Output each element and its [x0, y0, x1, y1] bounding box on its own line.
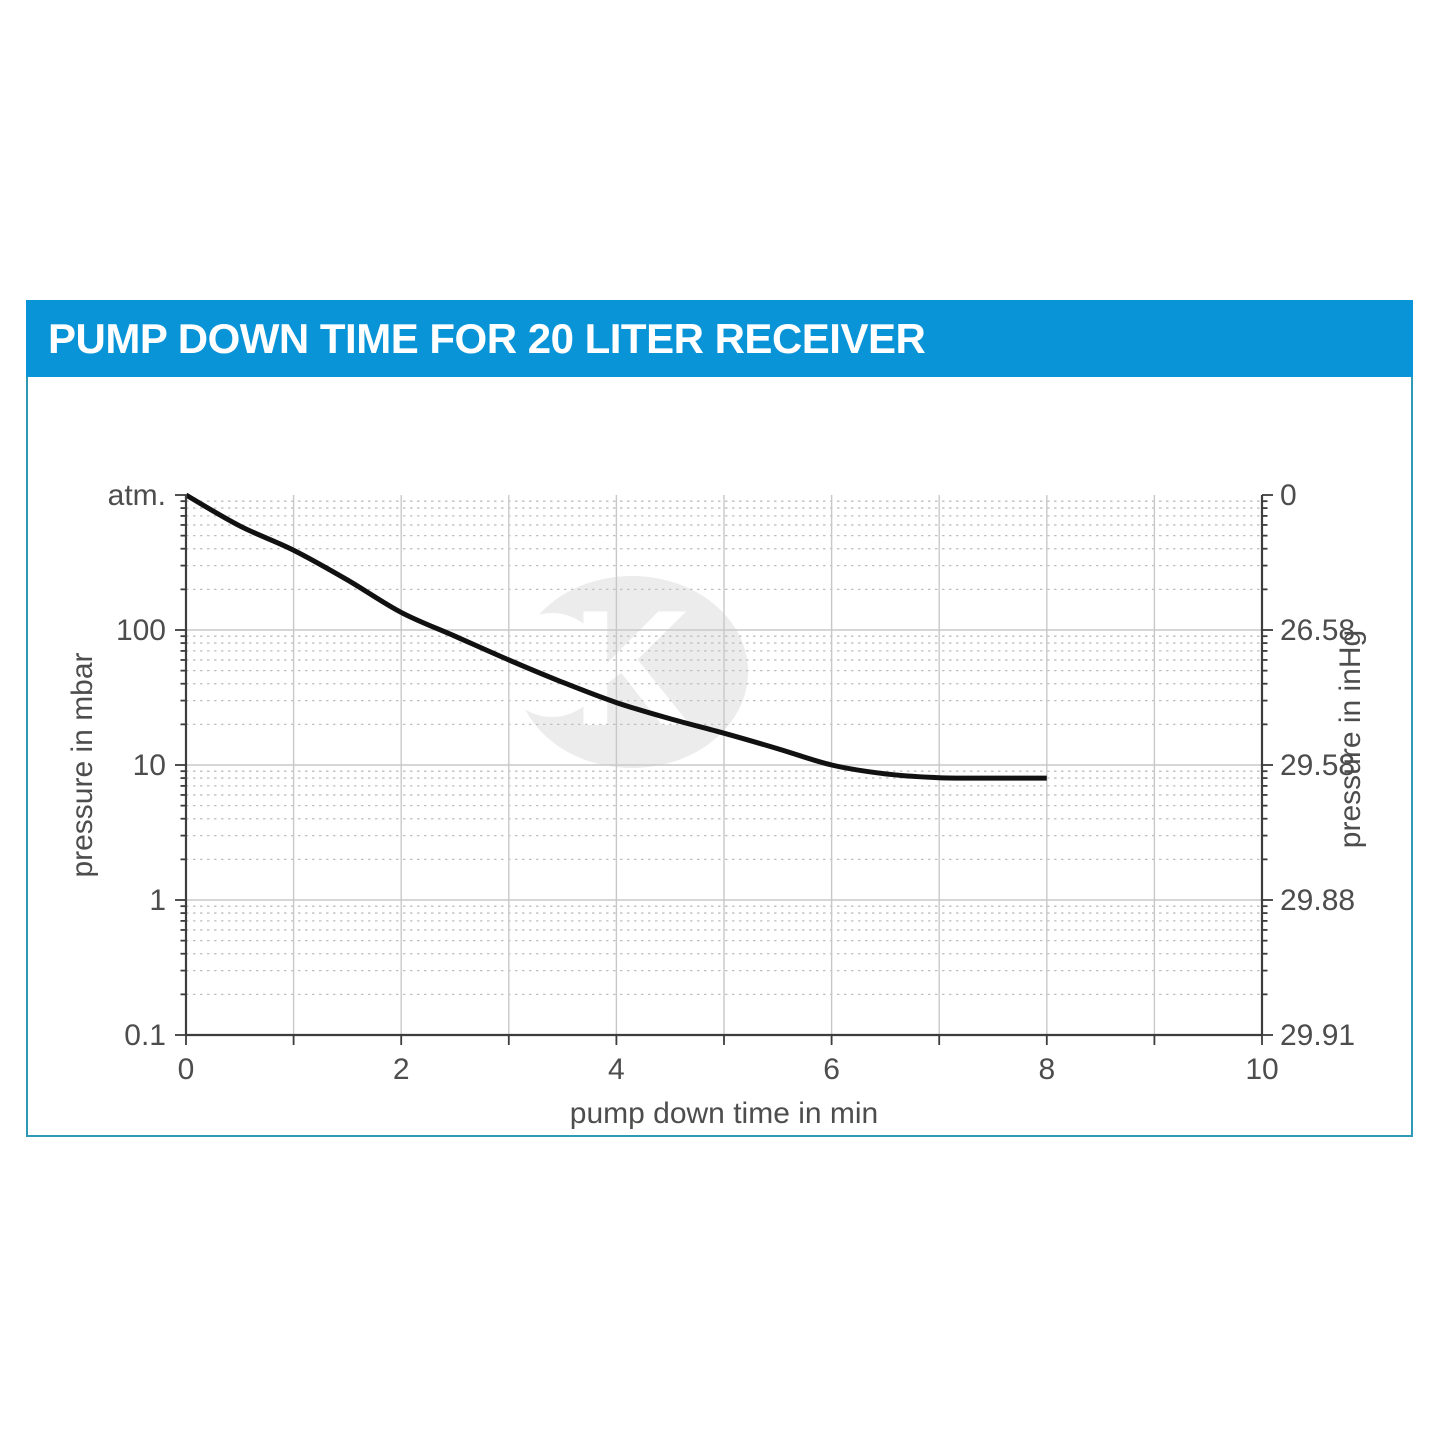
- tick-labels: atm. 0 100 26.58 10 29.58 1 29.88 0.1 29.91 0 2 4 6 8 1…: [108, 479, 1355, 1086]
- pump-down-curve: [184, 492, 1047, 781]
- y-tick-label-left: 100: [116, 614, 166, 647]
- x-tick-label: 4: [608, 1053, 625, 1086]
- watermark-letter: K: [572, 576, 691, 760]
- y-tick-label-left: 1: [149, 884, 166, 917]
- y-tick-label-right: 26.58: [1280, 614, 1355, 647]
- x-tick-label: 0: [178, 1053, 195, 1086]
- chart-title: PUMP DOWN TIME FOR 20 LITER RECEIVER: [48, 314, 926, 362]
- y-tick-label-right: 29.58: [1280, 749, 1355, 782]
- x-axis-title: pump down time in min: [570, 1097, 878, 1130]
- y-tick-label-left: atm.: [108, 479, 166, 512]
- x-tick-label: 8: [1038, 1053, 1055, 1086]
- y-axis-title-right: pressure in inHg: [1334, 630, 1367, 848]
- title-bar: PUMP DOWN TIME FOR 20 LITER RECEIVER: [26, 300, 1413, 377]
- x-tick-label: 6: [823, 1053, 840, 1086]
- y-tick-label-right: 29.91: [1280, 1019, 1355, 1052]
- y-axis-title-left: pressure in mbar: [66, 652, 99, 877]
- watermark-logo: K: [500, 576, 748, 768]
- x-tick-label: 10: [1245, 1053, 1278, 1086]
- minor-gridlines: [186, 500, 1262, 996]
- y-tick-label-right: 29.88: [1280, 884, 1355, 917]
- major-gridlines: [186, 495, 1262, 1035]
- y-tick-label-left: 10: [133, 749, 166, 782]
- y-tick-label-left: 0.1: [124, 1019, 166, 1052]
- x-tick-label: 2: [393, 1053, 410, 1086]
- y-tick-label-right: 0: [1280, 479, 1297, 512]
- tick-marks: [175, 494, 1273, 1045]
